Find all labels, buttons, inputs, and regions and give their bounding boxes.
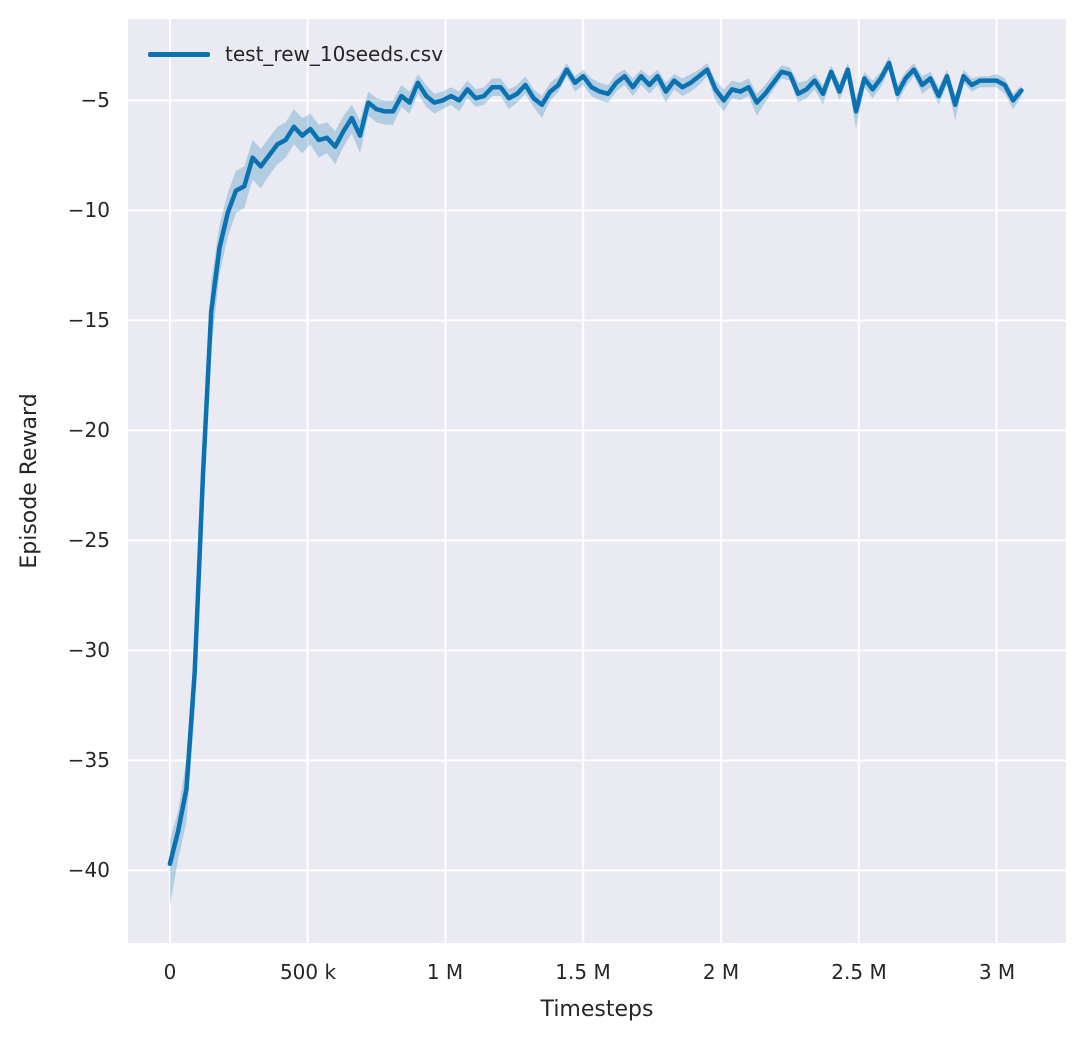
y-tick-label: −5 [80, 88, 110, 112]
y-tick-label: −25 [67, 528, 110, 552]
x-tick-label: 1 M [426, 960, 464, 984]
x-tick-label: 2 M [702, 960, 740, 984]
y-axis-label: Episode Reward [17, 393, 42, 569]
legend-line-swatch-icon [148, 52, 210, 57]
x-tick-label: 500 k [279, 960, 337, 984]
chart-canvas [128, 19, 1066, 943]
y-tick-label: −40 [67, 858, 110, 882]
x-axis-label: Timesteps [540, 997, 654, 1022]
x-tick-label: 1.5 M [555, 960, 611, 984]
y-tick-label: −10 [67, 198, 110, 222]
axes-background [128, 19, 1066, 943]
series-line [167, 60, 1024, 867]
x-tick-label: 2.5 M [831, 960, 887, 984]
y-tick-label: −35 [67, 748, 110, 772]
x-tick-label: 3 M [978, 960, 1016, 984]
y-tick-label: −15 [67, 308, 110, 332]
plot-area [128, 19, 1066, 943]
y-tick-label: −20 [67, 418, 110, 442]
legend: test_rew_10seeds.csv [148, 42, 443, 67]
y-tick-label: −30 [67, 638, 110, 662]
x-tick-label: 0 [163, 960, 177, 984]
legend-entry-label: test_rew_10seeds.csv [225, 42, 444, 66]
